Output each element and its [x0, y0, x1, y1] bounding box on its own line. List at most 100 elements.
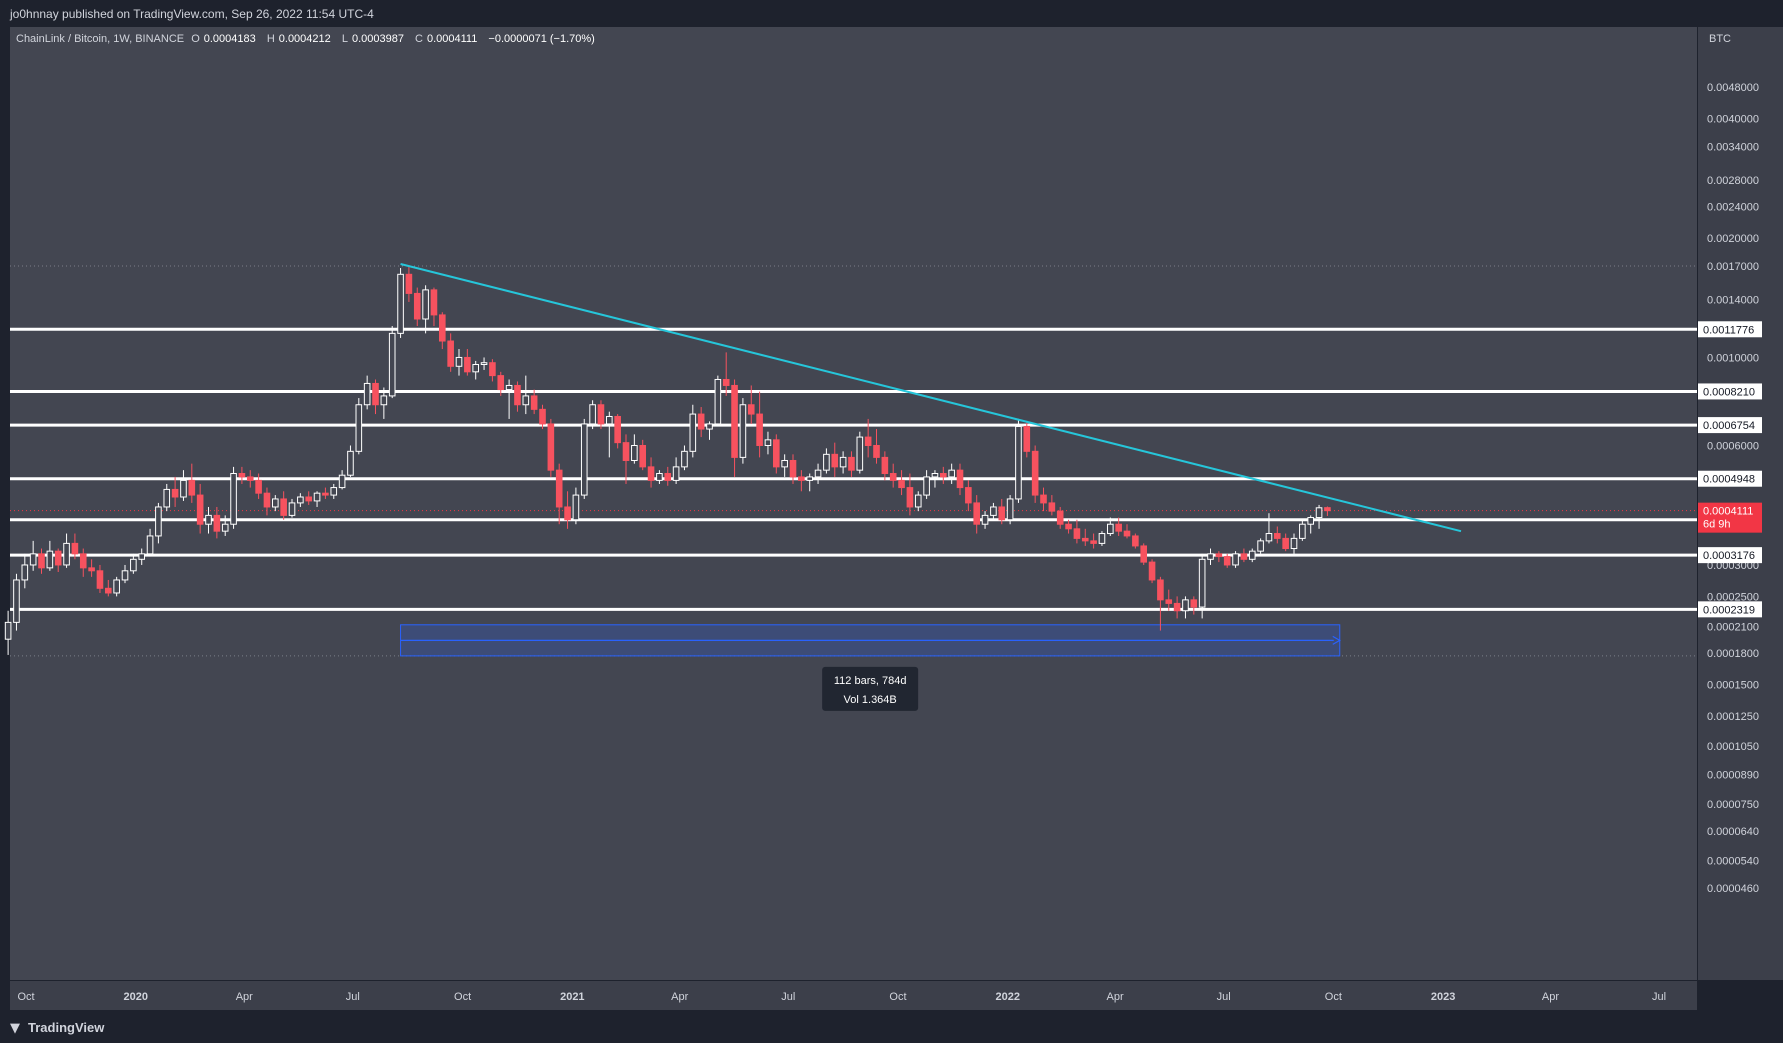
candle-down[interactable]: [1123, 524, 1131, 539]
candle-down[interactable]: [555, 463, 563, 525]
candle-up[interactable]: [146, 528, 154, 557]
candle-up[interactable]: [1232, 551, 1239, 568]
candle-up[interactable]: [180, 470, 187, 501]
candle-down[interactable]: [831, 442, 839, 477]
candle-up[interactable]: [388, 326, 396, 399]
candle-down[interactable]: [88, 559, 95, 577]
candle-up[interactable]: [1315, 504, 1323, 529]
candle-down[interactable]: [464, 349, 471, 376]
candle-down[interactable]: [1215, 551, 1223, 563]
candle-down[interactable]: [497, 371, 505, 396]
candle-down[interactable]: [255, 473, 262, 499]
candle-up[interactable]: [948, 463, 955, 484]
candle-down[interactable]: [96, 564, 104, 593]
candle-up[interactable]: [1299, 519, 1306, 541]
candle-up[interactable]: [1015, 418, 1022, 503]
candle-up[interactable]: [739, 398, 747, 464]
candle-up[interactable]: [1198, 553, 1206, 619]
candle-down[interactable]: [1173, 596, 1181, 619]
candle-down[interactable]: [898, 470, 905, 496]
candle-down[interactable]: [372, 379, 379, 415]
candle-down[interactable]: [1140, 543, 1148, 565]
candle-down[interactable]: [539, 404, 546, 430]
candle-down[interactable]: [773, 434, 780, 474]
candle-down[interactable]: [280, 491, 287, 520]
candle-up[interactable]: [480, 357, 488, 370]
candle-up[interactable]: [355, 398, 363, 455]
candle-up[interactable]: [313, 491, 321, 507]
candle-up[interactable]: [631, 434, 638, 464]
candle-down[interactable]: [1190, 596, 1198, 615]
candle-down[interactable]: [848, 451, 855, 477]
candle-up[interactable]: [138, 548, 146, 565]
candle-up[interactable]: [1290, 533, 1298, 554]
candle-down[interactable]: [1148, 559, 1156, 584]
candle-down[interactable]: [1115, 517, 1122, 536]
candle-up[interactable]: [363, 375, 371, 410]
candle-up[interactable]: [1248, 548, 1256, 563]
candle-down[interactable]: [188, 463, 196, 503]
candle-up[interactable]: [706, 421, 713, 440]
candle-up[interactable]: [606, 411, 613, 458]
candle-down[interactable]: [597, 400, 605, 430]
candle-up[interactable]: [806, 473, 814, 492]
candle-down[interactable]: [564, 491, 571, 529]
candle-up[interactable]: [839, 451, 847, 474]
candle-up[interactable]: [923, 470, 930, 499]
candle-up[interactable]: [21, 553, 29, 589]
candle-down[interactable]: [722, 352, 730, 396]
candle-up[interactable]: [288, 498, 296, 518]
candle-up[interactable]: [572, 487, 580, 525]
candle-down[interactable]: [1165, 589, 1173, 611]
candle-down[interactable]: [889, 463, 897, 488]
candle-up[interactable]: [1265, 513, 1273, 544]
price-chart[interactable]: BTC0.00480000.00400000.00340000.00280000…: [0, 27, 1783, 1011]
candle-down[interactable]: [1081, 528, 1089, 546]
time-axis[interactable]: [10, 981, 1697, 1010]
candle-down[interactable]: [54, 548, 62, 572]
candle-down[interactable]: [731, 379, 738, 477]
candle-up[interactable]: [981, 511, 989, 529]
candle-down[interactable]: [171, 476, 179, 507]
candle-down[interactable]: [756, 391, 763, 458]
candle-up[interactable]: [155, 502, 162, 544]
candle-up[interactable]: [63, 533, 70, 568]
candle-up[interactable]: [1207, 548, 1214, 565]
candle-down[interactable]: [664, 466, 672, 486]
candle-down[interactable]: [105, 579, 112, 597]
candle-down[interactable]: [647, 457, 655, 488]
candle-down[interactable]: [405, 266, 413, 302]
candle-down[interactable]: [547, 418, 555, 477]
candle-down[interactable]: [798, 470, 805, 492]
candle-up[interactable]: [205, 506, 212, 534]
candle-up[interactable]: [856, 431, 864, 474]
candle-up[interactable]: [163, 483, 171, 512]
candle-down[interactable]: [881, 451, 889, 481]
candle-down[interactable]: [1324, 506, 1331, 516]
candle-down[interactable]: [1065, 519, 1072, 534]
candle-up[interactable]: [505, 379, 513, 419]
candle-down[interactable]: [246, 470, 254, 488]
candle-up[interactable]: [1307, 515, 1315, 534]
candle-down[interactable]: [1282, 533, 1289, 552]
candle-down[interactable]: [1023, 421, 1031, 458]
candle-up[interactable]: [422, 285, 429, 334]
candle-down[interactable]: [1274, 526, 1281, 544]
candle-up[interactable]: [672, 457, 680, 484]
candle-up[interactable]: [1182, 596, 1189, 619]
candle-up[interactable]: [380, 387, 388, 419]
plot-area[interactable]: [10, 27, 1697, 980]
candle-up[interactable]: [522, 375, 530, 415]
candle-down[interactable]: [998, 498, 1006, 525]
candle-down[interactable]: [873, 429, 880, 464]
candle-down[interactable]: [1048, 495, 1056, 516]
candle-down[interactable]: [1056, 506, 1064, 529]
candle-up[interactable]: [4, 610, 12, 655]
candle-up[interactable]: [347, 445, 354, 477]
candle-up[interactable]: [1098, 531, 1106, 546]
candle-down[interactable]: [639, 439, 647, 471]
candle-down[interactable]: [789, 454, 797, 484]
candle-up[interactable]: [330, 483, 338, 499]
candle-down[interactable]: [697, 407, 705, 438]
candle-down[interactable]: [1157, 576, 1164, 631]
